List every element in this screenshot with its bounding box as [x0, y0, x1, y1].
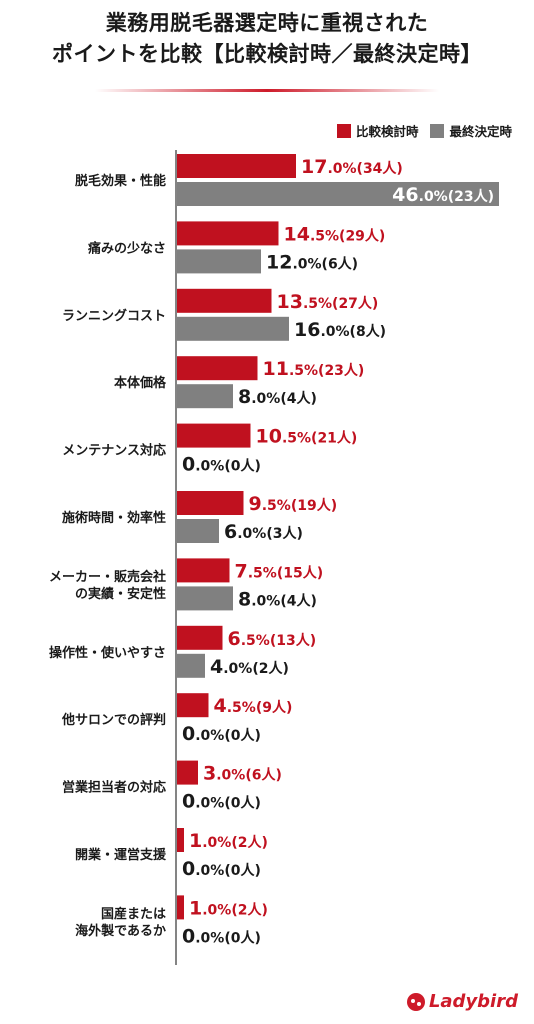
bar-comparison — [177, 356, 258, 381]
legend-label-series-1: 比較検討時 — [355, 124, 419, 139]
value-label-comparison: 1.0%(2人) — [189, 830, 268, 852]
bar-final — [177, 249, 261, 274]
category-label: メーカー・販売会社 — [49, 569, 166, 585]
category-label: 海外製であるか — [75, 923, 166, 939]
category-label: 開業・運営支援 — [75, 847, 167, 863]
category-label: 他サロンでの評判 — [61, 712, 166, 728]
value-label-final: 0.0%(0人) — [182, 454, 261, 476]
bar-final — [177, 316, 289, 341]
legend-swatch-series-2 — [430, 123, 445, 138]
category-label: ランニングコスト — [62, 308, 166, 324]
value-label-comparison: 3.0%(6人) — [203, 763, 282, 785]
value-label-final: 16.0%(8人) — [294, 319, 386, 341]
legend: 比較検討時 最終決定時 — [325, 121, 512, 140]
bar-comparison — [177, 760, 198, 785]
bar-comparison — [177, 154, 296, 178]
title-underline — [95, 89, 439, 92]
value-label-comparison: 17.0%(34人) — [301, 156, 403, 178]
value-label-final: 4.0%(2人) — [210, 656, 289, 678]
bar-comparison — [177, 288, 272, 313]
value-label-comparison: 10.5%(21人) — [256, 426, 358, 448]
title-line-2: ポイントを比較【比較検討時／最終決定時】 — [52, 42, 482, 66]
category-label: 脱毛効果・性能 — [75, 173, 166, 189]
value-label-final: 46.0%(23人) — [392, 184, 494, 206]
bar-final — [177, 182, 499, 206]
legend-label-series-2: 最終決定時 — [449, 124, 512, 139]
bar-comparison — [177, 558, 230, 583]
category-label: 操作性・使いやすさ — [49, 645, 166, 661]
bar-comparison — [177, 221, 279, 246]
bar-comparison — [177, 828, 184, 852]
category-label: 国産または — [101, 906, 166, 922]
value-label-final: 0.0%(0人) — [182, 791, 261, 813]
bar-final — [177, 384, 233, 409]
value-label-comparison: 4.5%(9人) — [214, 695, 293, 717]
value-label-comparison: 11.5%(23人) — [263, 358, 365, 380]
ladybug-icon — [406, 992, 425, 1011]
bar-comparison — [177, 625, 223, 650]
value-label-final: 12.0%(6人) — [266, 251, 358, 273]
value-label-final: 8.0%(4人) — [238, 386, 317, 408]
value-label-comparison: 1.0%(2人) — [189, 897, 268, 919]
legend-swatch-series-1 — [336, 123, 351, 138]
value-label-comparison: 9.5%(19人) — [249, 493, 338, 515]
bar-final — [177, 653, 205, 678]
category-label: 本体価格 — [114, 375, 167, 391]
bar-comparison — [177, 423, 251, 448]
value-label-final: 0.0%(0人) — [182, 858, 261, 880]
value-label-final: 6.0%(3人) — [224, 521, 303, 543]
category-label: 営業担当者の対応 — [62, 780, 166, 796]
value-label-comparison: 7.5%(15人) — [235, 560, 324, 582]
category-label: 痛みの少なさ — [87, 240, 166, 256]
category-label: 施術時間・効率性 — [62, 510, 166, 526]
value-label-comparison: 13.5%(27人) — [277, 291, 379, 313]
bar-comparison — [177, 693, 209, 718]
category-label: メンテナンス対応 — [62, 443, 166, 459]
value-label-comparison: 14.5%(29人) — [284, 223, 386, 245]
value-label-comparison: 6.5%(13人) — [228, 628, 317, 650]
value-label-final: 0.0%(0人) — [182, 723, 261, 745]
bar-comparison — [177, 895, 184, 920]
legend-item-series-2: 最終決定時 — [430, 121, 512, 140]
category-label: の実績・安定性 — [75, 586, 166, 602]
chart-title: 業務用脱毛器選定時に重視された ポイントを比較【比較検討時／最終決定時】 — [0, 8, 534, 70]
bar-comparison — [177, 491, 244, 515]
value-label-final: 8.0%(4人) — [238, 588, 317, 610]
title-line-1: 業務用脱毛器選定時に重視された — [105, 11, 429, 35]
bar-final — [177, 586, 233, 611]
legend-item-series-1: 比較検討時 — [336, 121, 419, 140]
value-label-final: 0.0%(0人) — [182, 925, 261, 947]
logo-text: Ladybird — [428, 991, 518, 1012]
brand-logo: Ladybird — [406, 991, 518, 1012]
bar-final — [177, 519, 219, 543]
